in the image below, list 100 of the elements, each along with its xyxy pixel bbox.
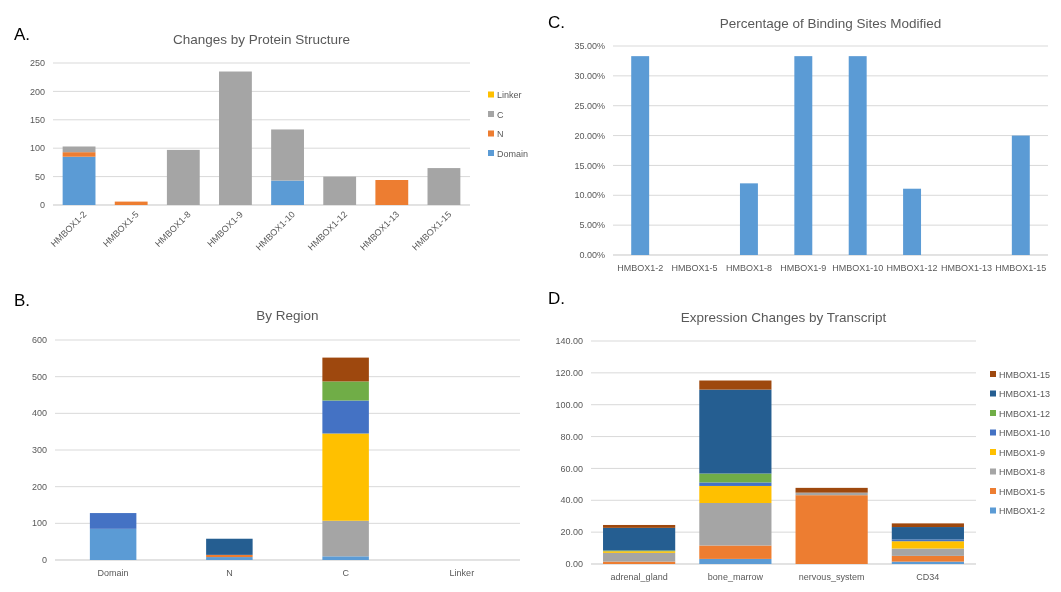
legend-label: HMBOX1-8 [999, 467, 1046, 478]
y-tick-label: 120.00 [555, 368, 583, 379]
bar [699, 545, 772, 559]
y-tick-label: 200 [29, 86, 45, 97]
y-tick-label: 40.00 [560, 495, 583, 506]
bar [206, 538, 253, 555]
y-tick-label: 300 [31, 445, 47, 456]
y-tick-label: 100.00 [555, 399, 583, 410]
bar [322, 381, 369, 401]
y-tick-label: 400 [31, 408, 47, 419]
legend-label: HMBOX1-5 [999, 486, 1046, 497]
y-tick-label: 0 [41, 555, 47, 566]
y-tick-label: 250 [29, 58, 45, 69]
legend-label: HMBOX1-9 [999, 447, 1046, 458]
chart-title: Percentage of Binding Sites Modified [719, 16, 942, 31]
bar [322, 556, 369, 560]
y-tick-label: 0.00 [565, 559, 583, 570]
text: A. [14, 25, 31, 44]
bar [891, 555, 964, 562]
y-tick-label: 25.00% [574, 100, 605, 111]
bar [375, 180, 409, 205]
x-tick-label: CD34 [916, 572, 940, 582]
bar [62, 152, 96, 157]
x-tick-label: Domain [97, 568, 129, 578]
legend-label: C [497, 109, 504, 120]
x-tick-label: Linker [449, 568, 475, 578]
bar [603, 552, 676, 562]
y-tick-label: 0.00% [579, 250, 605, 261]
text: B. [14, 291, 31, 310]
bar [699, 485, 772, 503]
bar [699, 558, 772, 564]
bar [891, 527, 964, 540]
y-tick-label: 150 [29, 114, 45, 125]
legend-label: HMBOX1-2 [999, 506, 1046, 517]
x-tick-label: HMBOX1-13 [940, 263, 992, 273]
y-tick-label: 600 [31, 335, 47, 346]
bar [699, 389, 772, 474]
y-tick-label: 0 [39, 200, 45, 211]
bar [219, 71, 252, 205]
bar [699, 380, 772, 390]
bar [795, 487, 868, 493]
bar [89, 513, 137, 529]
y-tick-label: 200 [31, 481, 47, 492]
legend-label: HMBOX1-13 [999, 389, 1051, 400]
bar [322, 520, 369, 557]
bar [62, 146, 96, 153]
x-tick-label: HMBOX1-9 [780, 263, 827, 273]
text: C. [548, 13, 565, 32]
bar [89, 528, 137, 560]
x-tick-label: bone_marrow [707, 572, 764, 582]
y-tick-label: 5.00% [579, 220, 605, 231]
y-tick-label: 100 [31, 518, 47, 529]
y-tick-label: 60.00 [560, 463, 583, 474]
bar [699, 482, 772, 486]
x-tick-label: nervous_system [798, 572, 865, 582]
bar [166, 149, 200, 205]
bar [891, 548, 964, 556]
y-tick-label: 35.00% [574, 41, 605, 52]
bar [891, 541, 964, 549]
bar [1011, 135, 1030, 255]
bar [62, 156, 96, 205]
y-tick-label: 500 [31, 371, 47, 382]
bar [891, 523, 964, 528]
legend-label: Linker [497, 90, 522, 101]
y-tick-label: 30.00% [574, 71, 605, 82]
legend-label: N [497, 129, 504, 140]
bar [322, 357, 369, 382]
chart-title: By Region [256, 308, 319, 323]
bar [739, 183, 758, 255]
x-tick-label: N [226, 568, 233, 578]
chart-title: Expression Changes by Transcript [680, 310, 887, 325]
bar [794, 56, 813, 255]
bar [848, 56, 867, 255]
bar [271, 129, 304, 181]
x-tick-label: HMBOX1-8 [725, 263, 772, 273]
bar [631, 56, 650, 255]
y-tick-label: 10.00% [574, 190, 605, 201]
x-tick-label: HMBOX1-15 [995, 263, 1047, 273]
y-tick-label: 100 [29, 143, 45, 154]
bar [322, 433, 369, 521]
bar [903, 188, 922, 255]
x-tick-label: adrenal_gland [610, 572, 668, 582]
legend-label: HMBOX1-12 [999, 408, 1051, 419]
y-tick-label: 50 [34, 171, 45, 182]
y-tick-label: 20.00% [574, 130, 605, 141]
bar [603, 524, 676, 528]
text: D. [548, 289, 565, 308]
bar [603, 527, 676, 551]
bar [322, 400, 369, 434]
bar [427, 168, 461, 205]
y-tick-label: 80.00 [560, 431, 583, 442]
legend-label: HMBOX1-15 [999, 369, 1051, 380]
x-tick-label: HMBOX1-10 [832, 263, 884, 273]
x-tick-label: HMBOX1-12 [886, 263, 938, 273]
bar [699, 502, 772, 546]
bar [271, 180, 304, 205]
x-tick-label: HMBOX1-2 [617, 263, 664, 273]
y-tick-label: 140.00 [555, 336, 583, 347]
chart-title: Changes by Protein Structure [172, 32, 351, 47]
y-tick-label: 15.00% [574, 160, 605, 171]
